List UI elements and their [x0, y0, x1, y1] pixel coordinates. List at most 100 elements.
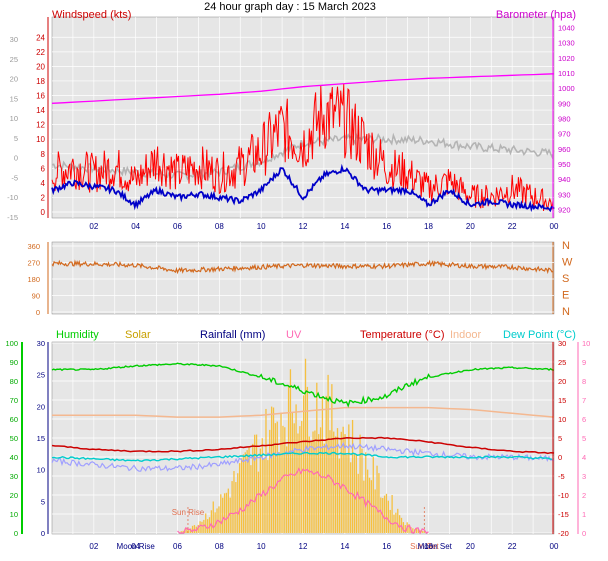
legend-item: Humidity	[56, 329, 99, 341]
windspeed-tick: 14	[36, 106, 45, 115]
humidity-tick: 100	[5, 339, 18, 348]
x-tick-label: 08	[215, 222, 224, 231]
windspeed-tick: 18	[36, 77, 45, 86]
barometer-tick: 1000	[558, 84, 575, 93]
panel-wind: Windspeed (kts) Barometer (hpa) 24222018…	[7, 9, 576, 231]
x-tick-label: 22	[508, 542, 517, 551]
rainfall-tick: 15	[37, 434, 45, 443]
uv-tick: 0	[582, 529, 586, 538]
barometer-tick: 940	[558, 175, 571, 184]
moonset-marker: Moon Set	[418, 542, 453, 551]
temperature-tick: -10	[558, 491, 569, 500]
x-tick-label: 16	[382, 542, 391, 551]
wind-avg-series	[51, 163, 555, 213]
humidity-tick: 10	[10, 510, 18, 519]
direction-tick: 270	[27, 259, 40, 268]
rainfall-tick: 5	[41, 497, 45, 506]
barometer-tick: 1030	[558, 39, 575, 48]
x-tick-label: 22	[508, 222, 517, 231]
secondary-tick: 25	[10, 55, 18, 64]
sunset-marker: Sun Set	[410, 542, 439, 551]
temperature-tick: 15	[558, 396, 566, 405]
humidity-tick: 0	[14, 529, 18, 538]
secondary-tick: 5	[14, 134, 18, 143]
gust-series	[51, 132, 555, 181]
barometer-tick: 930	[558, 190, 571, 199]
barometer-tick: 950	[558, 160, 571, 169]
windspeed-tick: 16	[36, 92, 45, 101]
secondary-tick: 20	[10, 75, 18, 84]
barometer-axis-label: Barometer (hpa)	[496, 9, 576, 21]
humidity-series	[51, 362, 555, 408]
humidity-tick: 60	[10, 415, 18, 424]
barometer-tick: 960	[558, 145, 571, 154]
humidity-tick: 20	[10, 491, 18, 500]
humidity-tick: 30	[10, 472, 18, 481]
legend-item: UV	[286, 329, 302, 341]
compass-tick: S	[562, 273, 569, 285]
x-tick-label: 04	[131, 222, 140, 231]
uv-tick: 2	[582, 491, 586, 500]
compass-tick: E	[562, 290, 569, 302]
rainfall-tick: 10	[37, 466, 45, 475]
windspeed-tick: 0	[41, 208, 46, 217]
windspeed-tick: 4	[41, 179, 46, 188]
panel-multi: Humidity Solar Rainfall (mm) UV Temperature …	[5, 329, 590, 551]
barometer-tick: 920	[558, 205, 571, 214]
x-tick-label: 00	[550, 542, 559, 551]
windspeed-tick: 20	[36, 62, 45, 71]
uv-tick: 3	[582, 472, 586, 481]
x-tick-label: 12	[299, 542, 308, 551]
temperature-tick: -20	[558, 529, 569, 538]
dewpoint-series	[51, 451, 553, 463]
uv-tick: 10	[582, 339, 590, 348]
barometer-series	[51, 73, 555, 104]
compass-tick: N	[562, 306, 570, 318]
x-tick-label: 18	[424, 222, 433, 231]
x-tick-label: 00	[550, 222, 559, 231]
uv-tick: 9	[582, 358, 586, 367]
direction-tick: 90	[32, 292, 40, 301]
windspeed-tick: 8	[41, 150, 46, 159]
uv-tick: 8	[582, 377, 586, 386]
rainfall-tick: 20	[37, 402, 45, 411]
windspeed-tick: 22	[36, 48, 45, 57]
windspeed-series	[51, 84, 554, 211]
uv-series	[177, 467, 429, 535]
barometer-tick: 990	[558, 99, 571, 108]
windspeed-tick: 12	[36, 121, 45, 130]
legend-item: Dew Point (°C)	[503, 329, 576, 341]
moonrise-marker: Moon Rise	[117, 542, 156, 551]
secondary-tick: 30	[10, 35, 18, 44]
x-tick-label: 06	[173, 222, 182, 231]
humidity-tick: 80	[10, 377, 18, 386]
secondary-tick: -10	[7, 193, 18, 202]
lavender-series	[51, 441, 555, 472]
rainfall-tick: 0	[41, 529, 45, 538]
x-tick-label: 10	[257, 542, 266, 551]
compass-tick: N	[562, 240, 570, 252]
barometer-tick: 980	[558, 115, 571, 124]
rainfall-tick: 30	[37, 339, 45, 348]
temperature-series	[51, 436, 555, 455]
humidity-tick: 50	[10, 434, 18, 443]
x-tick-label: 18	[424, 542, 433, 551]
barometer-tick: 1020	[558, 54, 575, 63]
uv-tick: 7	[582, 396, 586, 405]
secondary-tick: -15	[7, 213, 18, 222]
legend-item: Rainfall (mm)	[200, 329, 265, 341]
compass-tick: W	[562, 257, 573, 269]
temperature-tick: 0	[558, 453, 562, 462]
humidity-tick: 90	[10, 358, 18, 367]
x-tick-label: 04	[131, 542, 140, 551]
x-tick-label: 02	[89, 542, 98, 551]
windspeed-tick: 6	[41, 164, 46, 173]
direction-tick: 360	[27, 242, 40, 251]
indoor-series	[52, 406, 555, 418]
temperature-tick: 20	[558, 377, 566, 386]
rainfall-tick: 25	[37, 371, 45, 380]
x-tick-label: 10	[257, 222, 266, 231]
barometer-tick: 1010	[558, 69, 575, 78]
temperature-tick: -5	[558, 472, 565, 481]
x-tick-label: 06	[173, 542, 182, 551]
